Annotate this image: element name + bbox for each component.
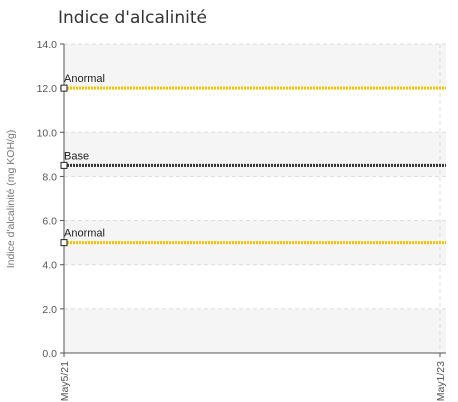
y-tick-label: 4.0 [42,260,57,272]
y-tick-label: 8.0 [42,171,57,183]
y-tick-label: 6.0 [42,216,57,228]
reference-marker [60,239,68,247]
y-tick-labels: 0.0 2.0 4.0 6.0 8.0 10.0 12.0 14.0 [37,39,58,360]
y-tick-label: 12.0 [37,83,58,95]
background-band [64,132,446,177]
x-tick-label: May1/23 [435,361,447,401]
reference-marker [60,161,68,169]
background-band [64,44,446,89]
background-band [64,308,446,353]
reference-line-label: Base [64,150,89,162]
reference-line-label: Anormal [64,73,105,85]
reference-marker [60,84,68,92]
reference-lines: Anormal Base Anormal [60,73,446,247]
x-tick-labels: May5/21 May1/23 [59,361,447,401]
background-bands [64,44,446,353]
y-tick-label: 10.0 [37,127,58,139]
chart-title: Indice d'alcalinité [58,8,207,28]
y-tick-label: 2.0 [42,304,57,316]
y-tick-label: 14.0 [37,39,58,51]
x-tick-label: May5/21 [59,361,71,401]
y-axis-title: Indice d'alcalinité (mg KOH/g) [5,130,17,269]
gridlines [63,43,446,354]
y-tick-label: 0.0 [42,348,57,360]
reference-line-label: Anormal [64,228,105,240]
